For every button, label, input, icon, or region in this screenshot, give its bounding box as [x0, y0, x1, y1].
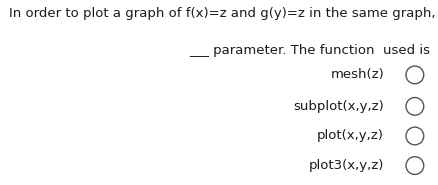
Text: ___ parameter. The function  used is: ___ parameter. The function used is [189, 44, 429, 57]
Text: In order to plot a graph of f(x)=z and g(y)=z in the same graph, with t as a: In order to plot a graph of f(x)=z and g… [9, 7, 438, 20]
Text: subplot(x,y,z): subplot(x,y,z) [293, 100, 383, 113]
Text: plot(x,y,z): plot(x,y,z) [317, 130, 383, 142]
Text: mesh(z): mesh(z) [330, 68, 383, 81]
Text: plot3(x,y,z): plot3(x,y,z) [308, 159, 383, 172]
